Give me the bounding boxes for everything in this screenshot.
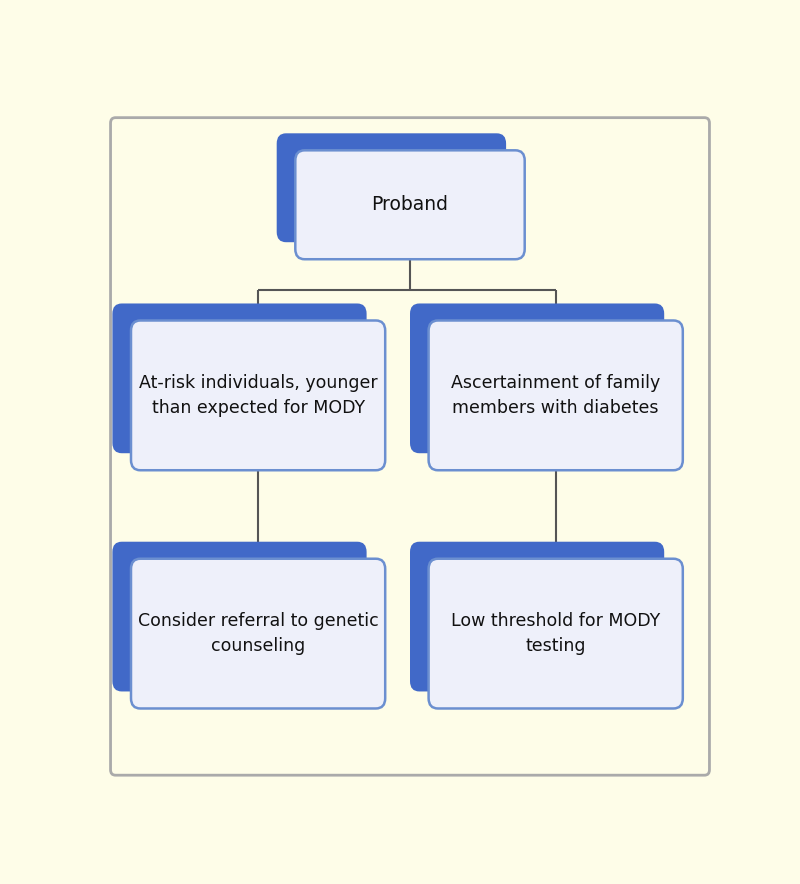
Text: Low threshold for MODY
testing: Low threshold for MODY testing	[451, 612, 660, 655]
FancyBboxPatch shape	[295, 150, 525, 259]
Text: At-risk individuals, younger
than expected for MODY: At-risk individuals, younger than expect…	[138, 374, 378, 417]
FancyBboxPatch shape	[410, 542, 664, 691]
FancyBboxPatch shape	[131, 321, 386, 470]
FancyBboxPatch shape	[429, 321, 682, 470]
FancyBboxPatch shape	[429, 559, 682, 708]
Text: Proband: Proband	[371, 195, 449, 214]
FancyBboxPatch shape	[410, 303, 664, 453]
FancyBboxPatch shape	[277, 133, 506, 242]
FancyBboxPatch shape	[112, 542, 366, 691]
Text: Ascertainment of family
members with diabetes: Ascertainment of family members with dia…	[451, 374, 660, 417]
FancyBboxPatch shape	[110, 118, 710, 775]
Text: Consider referral to genetic
counseling: Consider referral to genetic counseling	[138, 612, 378, 655]
FancyBboxPatch shape	[131, 559, 386, 708]
FancyBboxPatch shape	[112, 303, 366, 453]
